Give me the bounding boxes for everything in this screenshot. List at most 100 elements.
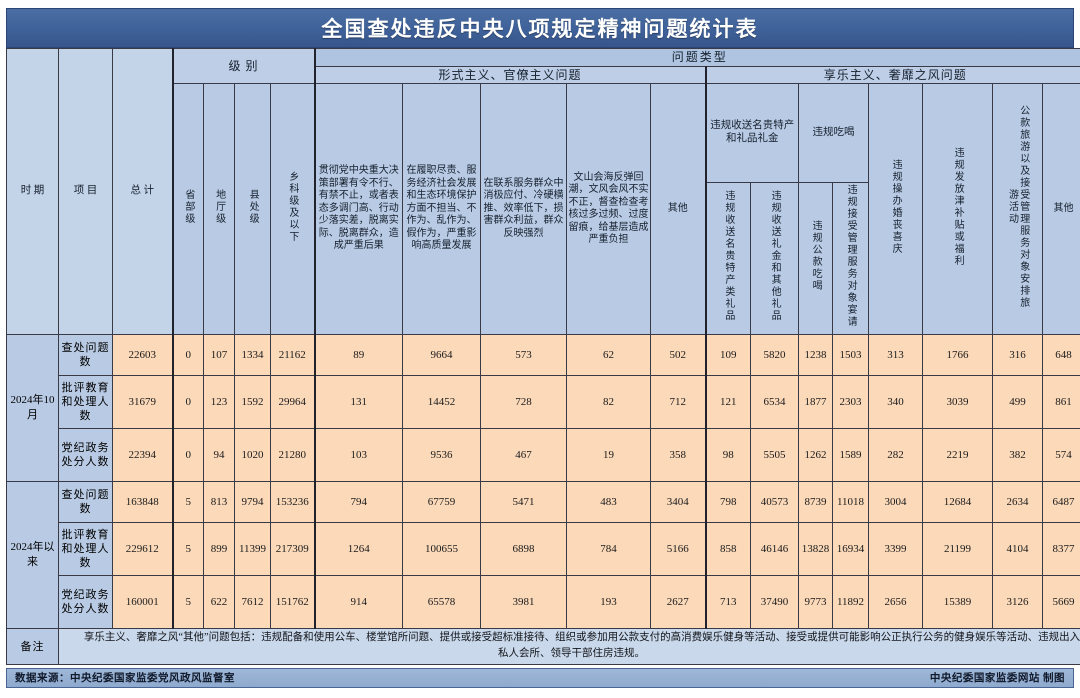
cell-allowance: 1766 [922,334,994,377]
header-formalism-group: 形式主义、官僚主义问题 [313,65,707,85]
cell-dining-banquet: 1589 [832,428,870,483]
header-allowance: 违规发放津补贴或福利 [922,83,994,336]
cell-level-township: 153236 [269,481,316,524]
cell-formalism-other: 3404 [650,481,707,524]
cell-level-county: 11399 [234,522,271,577]
cell-level-bureau: 107 [203,334,235,377]
cell-formalism-2: 9536 [402,428,482,483]
cell-formalism-1: 794 [313,481,404,524]
cell-level-county: 1020 [234,428,271,483]
cell-level-county: 7612 [234,575,271,630]
cell-formalism-4: 483 [566,481,652,524]
cell-hedonism-other: 648 [1042,334,1080,377]
cell-gift-specialty: 121 [704,375,752,430]
cell-hedonism-other: 574 [1042,428,1080,483]
cell-level-bureau: 123 [203,375,235,430]
cell-dining-public: 1877 [798,375,834,430]
cell-level-province: 5 [171,575,204,630]
cell-hedonism-other: 8377 [1042,522,1080,577]
cell-formalism-other: 502 [650,334,707,377]
cell-wedding: 282 [868,428,924,483]
cell-formalism-other: 358 [650,428,707,483]
table-row: 批评教育和处理人数 229612 5 899 11399 217309 1264… [7,522,1080,577]
header-level-township: 乡科级及以下 [269,83,316,336]
cell-formalism-3: 728 [480,375,568,430]
header-dining-group: 违规吃喝 [798,83,870,184]
cell-dining-banquet: 2303 [832,375,870,430]
cell-total: 31679 [112,375,173,430]
row-period: 2024年以来 [6,481,59,630]
cell-level-township: 217309 [269,522,316,577]
cell-formalism-2: 65578 [402,575,482,630]
cell-gift-specialty: 109 [704,334,752,377]
cell-travel: 4104 [992,522,1044,577]
cell-formalism-other: 5166 [650,522,707,577]
header-total: 总 计 [112,47,173,336]
cell-level-bureau: 94 [203,428,235,483]
cell-allowance: 21199 [922,522,994,577]
cell-gift-specialty: 713 [704,575,752,630]
cell-gift-cash: 5820 [750,334,800,377]
header-row-groups: 形式主义、官僚主义问题 享乐主义、奢靡之风问题 [7,65,1080,85]
header-item: 项 目 [58,47,113,336]
cell-hedonism-other: 6487 [1042,481,1080,524]
table-row: 批评教育和处理人数 31679 0 123 1592 29964 131 144… [7,375,1080,430]
cell-formalism-4: 193 [566,575,652,630]
cell-wedding: 2656 [868,575,924,630]
header-formalism-col-1: 贯彻党中央重大决策部署有令不行、有禁不止，或者表态多调门高、行动少落实差，脱离实… [313,83,404,336]
cell-formalism-4: 82 [566,375,652,430]
statistics-table: 时 期 项 目 总 计 级 别 问题类型 形式主义、官僚主义问题 享乐主义、奢靡… [6,47,1080,665]
cell-total: 22394 [112,428,173,483]
cell-level-province: 0 [171,428,204,483]
cell-gift-specialty: 798 [704,481,752,524]
cell-level-county: 1592 [234,375,271,430]
row-item: 党纪政务处分人数 [58,575,113,630]
cell-formalism-3: 467 [480,428,568,483]
cell-dining-banquet: 11892 [832,575,870,630]
cell-gift-specialty: 98 [704,428,752,483]
row-item: 查处问题数 [58,334,113,377]
header-row-sub: 省部级 地厅级 县处级 乡科级及以下 贯彻党中央重大决策部署有令不行、有禁不止，… [7,83,1080,336]
cell-formalism-3: 573 [480,334,568,377]
table-row: 2024年以来 查处问题数 163848 5 813 9794 153236 7… [6,481,1080,630]
cell-hedonism-other: 5669 [1042,575,1080,630]
cell-travel: 3126 [992,575,1044,630]
cell-travel: 2634 [992,481,1044,524]
cell-wedding: 3399 [868,522,924,577]
cell-dining-public: 8739 [798,481,834,524]
cell-level-province: 5 [171,522,204,577]
cell-travel: 316 [992,334,1044,377]
title-bar: 全国查处违反中央八项规定精神问题统计表 [6,8,1074,48]
cell-gift-cash: 40573 [750,481,800,524]
source-left: 数据来源：中央纪委国家监委党风政风监督室 [15,673,235,685]
cell-level-bureau: 813 [203,481,235,524]
cell-level-township: 21162 [269,334,316,377]
header-period: 时 期 [6,47,59,336]
header-level-county: 县处级 [234,83,271,336]
header-wedding: 违规操办婚丧喜庆 [868,83,924,336]
header-row-top: 时 期 项 目 总 计 级 别 问题类型 [6,47,1080,336]
cell-dining-public: 1238 [798,334,834,377]
cell-dining-banquet: 1503 [832,334,870,377]
cell-dining-banquet: 16934 [832,522,870,577]
cell-gift-cash: 46146 [750,522,800,577]
cell-total: 160001 [112,575,173,630]
cell-level-township: 151762 [269,575,316,630]
cell-total: 22603 [112,334,173,377]
cell-formalism-other: 712 [650,375,707,430]
cell-formalism-4: 19 [566,428,652,483]
cell-allowance: 2219 [922,428,994,483]
row-item: 查处问题数 [58,481,113,524]
cell-hedonism-other: 861 [1042,375,1080,430]
page-title: 全国查处违反中央八项规定精神问题统计表 [321,17,759,41]
cell-dining-public: 9773 [798,575,834,630]
cell-gift-cash: 37490 [750,575,800,630]
cell-formalism-2: 67759 [402,481,482,524]
note-body: 享乐主义、奢靡之风“其他”问题包括：违规配备和使用公车、楼堂馆所问题、提供或接受… [57,628,1080,665]
cell-formalism-4: 62 [566,334,652,377]
cell-travel: 499 [992,375,1044,430]
header-formalism-other: 其他 [650,83,707,336]
header-level-province: 省部级 [171,83,204,336]
header-formalism-col-4: 文山会海反弹回潮，文风会风不实不正，督查检查考核过多过频、过度留痕，给基层造成严… [566,83,652,336]
cell-level-province: 0 [171,375,204,430]
